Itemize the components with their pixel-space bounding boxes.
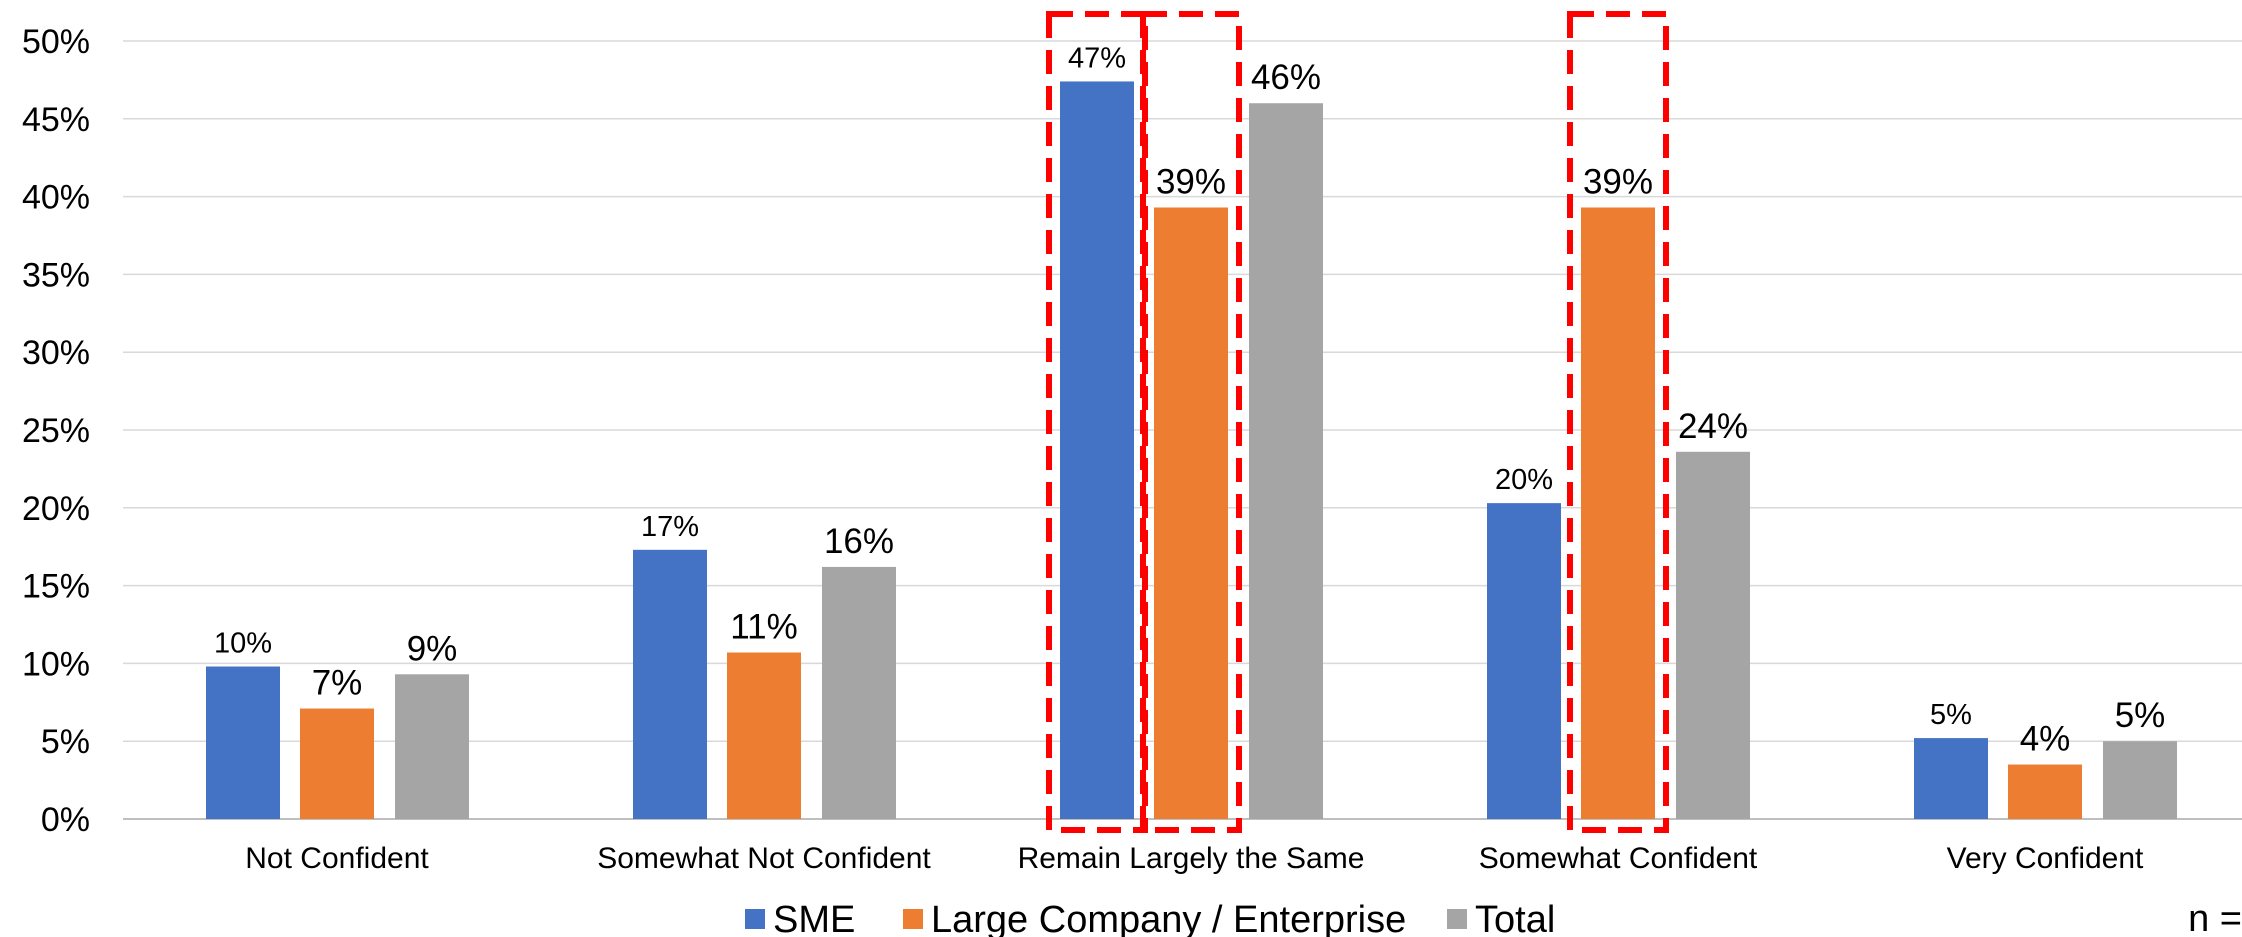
legend-label: SME xyxy=(773,899,855,937)
data-label: 47% xyxy=(1068,42,1126,74)
bar-0-1 xyxy=(633,549,707,819)
bars xyxy=(206,81,2177,820)
y-axis-ticks: 0% 5% 10% 15% 20% 25% 30% 35% 40% 45% 50% xyxy=(22,23,90,839)
legend-label: Total xyxy=(1475,899,1555,937)
legend-label: Large Company / Enterprise xyxy=(931,899,1406,937)
data-label: 5% xyxy=(2115,696,2166,735)
category-label: Not Confident xyxy=(245,842,429,875)
data-label: 4% xyxy=(2020,720,2071,759)
bar-1-3 xyxy=(1581,207,1655,819)
data-label: 5% xyxy=(1930,699,1972,731)
y-tick-label: 30% xyxy=(22,334,90,372)
data-label: 20% xyxy=(1495,464,1553,496)
bar-1-1 xyxy=(727,652,801,819)
data-labels: 10% 7% 9% 17% 11% 16% 47% 39% 46% 20% 39% 24% 5% 4% 5% xyxy=(214,42,2165,758)
y-tick-label: 20% xyxy=(22,490,90,528)
bar-0-3 xyxy=(1487,503,1561,819)
footnote: n = xyxy=(2188,898,2242,937)
bar-2-0 xyxy=(395,674,469,819)
legend-swatch xyxy=(903,909,923,929)
highlight-box-2 xyxy=(1567,11,1669,833)
y-tick-label: 40% xyxy=(22,179,90,217)
y-tick-label: 5% xyxy=(41,723,90,761)
bar-0-0 xyxy=(206,666,280,819)
data-label: 7% xyxy=(312,664,363,703)
legend-swatch xyxy=(1447,909,1467,929)
bar-2-1 xyxy=(822,566,896,819)
highlight-box-1 xyxy=(1140,11,1242,833)
highlight-boxes xyxy=(1046,11,1669,833)
bar-0-4 xyxy=(1914,738,1988,819)
bar-2-4 xyxy=(2103,741,2177,819)
y-tick-label: 25% xyxy=(22,412,90,450)
legend-swatch xyxy=(745,909,765,929)
legend: SME Large Company / Enterprise Total xyxy=(745,899,1555,937)
y-tick-label: 45% xyxy=(22,101,90,139)
data-label: 11% xyxy=(730,608,797,647)
category-label: Somewhat Confident xyxy=(1479,842,1758,875)
y-tick-label: 0% xyxy=(41,801,90,839)
bar-2-2 xyxy=(1249,103,1323,820)
data-label: 46% xyxy=(1251,58,1321,97)
data-label: 17% xyxy=(641,511,699,543)
y-tick-label: 35% xyxy=(22,256,90,294)
bar-2-3 xyxy=(1676,451,1750,819)
data-label: 24% xyxy=(1678,407,1748,446)
data-label: 16% xyxy=(824,522,894,561)
category-labels: Not Confident Somewhat Not Confident Remai… xyxy=(245,842,2144,875)
y-tick-label: 10% xyxy=(22,645,90,683)
y-tick-label: 50% xyxy=(22,23,90,61)
data-label: 9% xyxy=(407,629,458,668)
bar-1-4 xyxy=(2008,764,2082,819)
bar-0-2 xyxy=(1060,81,1134,820)
bar-1-2 xyxy=(1154,207,1228,819)
data-label: 10% xyxy=(214,628,272,660)
data-label: 39% xyxy=(1156,162,1226,201)
category-label: Somewhat Not Confident xyxy=(597,842,931,875)
y-tick-label: 15% xyxy=(22,568,90,606)
data-label: 39% xyxy=(1583,162,1653,201)
bar-1-0 xyxy=(300,708,374,819)
category-label: Remain Largely the Same xyxy=(1018,842,1365,875)
category-label: Very Confident xyxy=(1947,842,2144,875)
